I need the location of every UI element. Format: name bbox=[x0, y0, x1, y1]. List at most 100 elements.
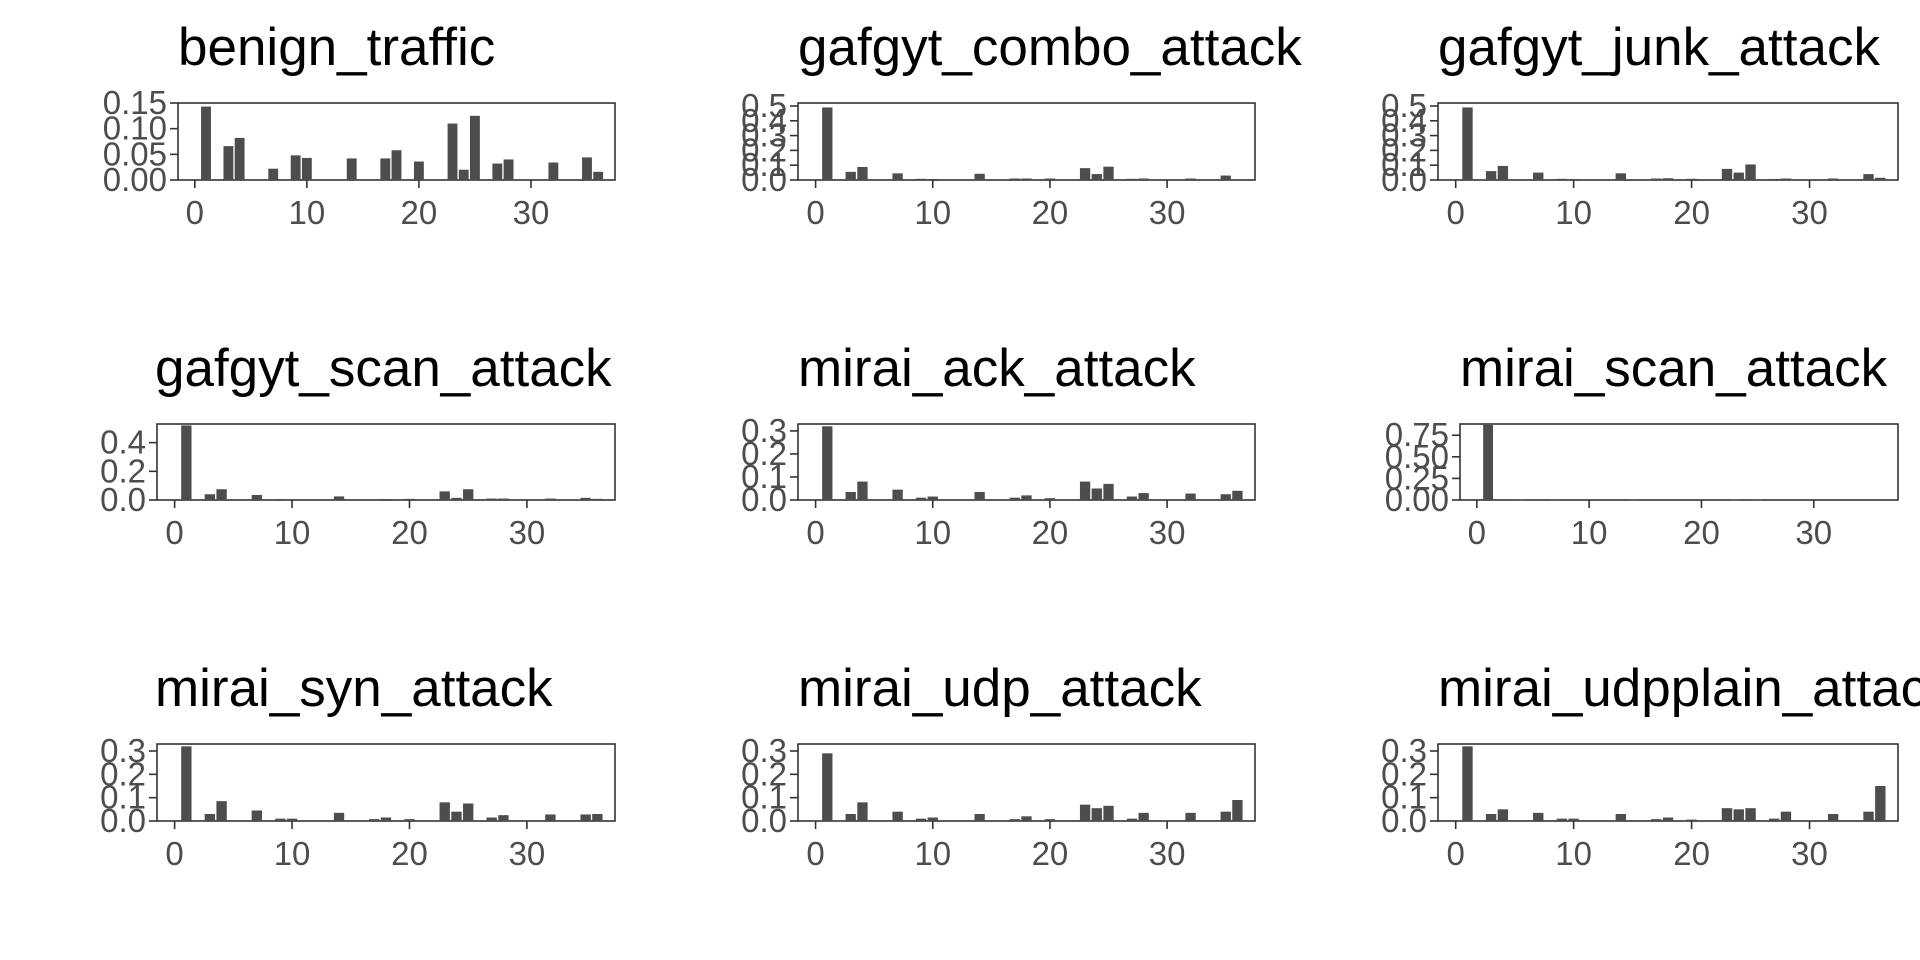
bar bbox=[1483, 424, 1494, 500]
bar bbox=[1768, 178, 1780, 180]
x-tick-label: 30 bbox=[509, 835, 546, 872]
bar bbox=[333, 496, 345, 500]
bar bbox=[1009, 497, 1020, 500]
x-tick-label: 20 bbox=[1032, 514, 1069, 551]
facet-panel: benign_traffic 0 10 20 30 0.000.050.100.15 bbox=[103, 18, 616, 231]
bar bbox=[204, 814, 216, 821]
bar bbox=[1745, 164, 1756, 180]
facet-panel: mirai_udpplain_attack 0 10 20 30 0.00.10.20.3 bbox=[1381, 659, 1920, 872]
bar bbox=[1556, 818, 1568, 821]
x-tick-label: 30 bbox=[1795, 514, 1832, 551]
x-tick-label: 30 bbox=[1149, 514, 1186, 551]
bar bbox=[1550, 499, 1561, 501]
y-tick-label: 0.3 bbox=[741, 412, 787, 449]
y-tick-label: 0.5 bbox=[741, 87, 787, 124]
bar bbox=[404, 819, 415, 821]
x-tick-label: 30 bbox=[1791, 835, 1828, 872]
bar bbox=[892, 489, 903, 500]
bar bbox=[1021, 816, 1032, 821]
bar bbox=[1079, 804, 1091, 821]
bar bbox=[486, 817, 497, 821]
bar bbox=[1505, 499, 1516, 501]
bar bbox=[548, 162, 559, 180]
x-tick-label: 20 bbox=[1683, 514, 1720, 551]
bar bbox=[845, 814, 856, 821]
bar bbox=[1827, 178, 1839, 180]
y-tick-label: 0.2 bbox=[741, 435, 787, 472]
bar bbox=[492, 163, 503, 180]
x-tick-label: 20 bbox=[1673, 194, 1710, 231]
bar bbox=[1009, 819, 1020, 821]
bar bbox=[333, 812, 345, 821]
bar bbox=[1733, 809, 1744, 821]
bar bbox=[380, 817, 392, 821]
facet-panel: gafgyt_scan_attack 0 10 20 30 0.00.20.4 bbox=[100, 339, 616, 551]
bar bbox=[404, 498, 415, 500]
bar bbox=[1103, 166, 1114, 180]
bar bbox=[1021, 178, 1032, 180]
bar bbox=[1462, 107, 1473, 180]
x-tick-label: 20 bbox=[1673, 835, 1710, 872]
bar bbox=[1662, 817, 1674, 821]
bar bbox=[1138, 178, 1149, 180]
bar bbox=[1138, 493, 1149, 500]
y-tick-label: 0.4 bbox=[1381, 102, 1427, 139]
x-tick-label: 0 bbox=[1447, 835, 1465, 872]
bar bbox=[1686, 819, 1697, 821]
x-tick-label: 0 bbox=[806, 514, 824, 551]
plot-area bbox=[156, 743, 616, 822]
y-tick-label: 0.5 bbox=[1381, 87, 1427, 124]
y-tick-label: 0.1 bbox=[1381, 779, 1427, 816]
bar bbox=[251, 810, 262, 821]
facet-panel: mirai_scan_attack 0 10 20 30 0.000.250.500.75 bbox=[1385, 339, 1899, 551]
bar bbox=[927, 496, 938, 500]
bar bbox=[181, 425, 192, 500]
x-tick-label: 10 bbox=[288, 194, 325, 231]
x-tick-label: 20 bbox=[401, 194, 438, 231]
plot-area bbox=[1459, 423, 1899, 501]
bar bbox=[1780, 811, 1792, 821]
bar bbox=[1185, 493, 1196, 500]
bar bbox=[1615, 173, 1627, 180]
bar bbox=[1780, 178, 1792, 180]
y-tick-label: 0.2 bbox=[1381, 131, 1427, 168]
bar bbox=[223, 146, 234, 180]
bar bbox=[1768, 818, 1780, 821]
bar bbox=[234, 137, 245, 180]
bar bbox=[1462, 746, 1473, 821]
y-tick-label: 0.00 bbox=[1385, 481, 1449, 518]
bar bbox=[1651, 819, 1662, 821]
bar bbox=[1516, 499, 1527, 501]
bar bbox=[1103, 805, 1114, 821]
y-tick-label: 0.4 bbox=[100, 424, 146, 461]
bar bbox=[216, 489, 227, 500]
x-tick-label: 30 bbox=[1149, 835, 1186, 872]
panel-title: mirai_udp_attack bbox=[798, 659, 1202, 718]
bar bbox=[1827, 814, 1839, 821]
bar bbox=[974, 814, 985, 821]
y-tick-label: 0.3 bbox=[741, 117, 787, 154]
y-tick-label: 0.2 bbox=[741, 755, 787, 792]
x-tick-label: 10 bbox=[274, 835, 311, 872]
y-tick-label: 0.2 bbox=[1381, 755, 1427, 792]
panel-title: mirai_syn_attack bbox=[155, 659, 553, 718]
bar bbox=[1079, 481, 1091, 500]
x-tick-label: 10 bbox=[1555, 835, 1592, 872]
y-tick-label: 0.3 bbox=[1381, 732, 1427, 769]
x-tick-label: 10 bbox=[274, 514, 311, 551]
y-tick-label: 0.0 bbox=[1381, 802, 1427, 839]
y-tick-label: 0.0 bbox=[741, 802, 787, 839]
x-tick-label: 20 bbox=[1032, 835, 1069, 872]
y-tick-label: 0.15 bbox=[103, 84, 167, 121]
bar bbox=[286, 818, 298, 821]
panel-title: mirai_udpplain_attack bbox=[1438, 659, 1920, 718]
bar bbox=[545, 814, 556, 821]
bar bbox=[1568, 179, 1579, 180]
bar bbox=[822, 107, 833, 180]
y-tick-label: 0.1 bbox=[741, 146, 787, 183]
plot-area bbox=[1437, 102, 1899, 181]
x-tick-label: 30 bbox=[509, 514, 546, 551]
y-tick-label: 0.0 bbox=[741, 481, 787, 518]
bar bbox=[822, 426, 833, 500]
x-tick-label: 20 bbox=[1032, 194, 1069, 231]
